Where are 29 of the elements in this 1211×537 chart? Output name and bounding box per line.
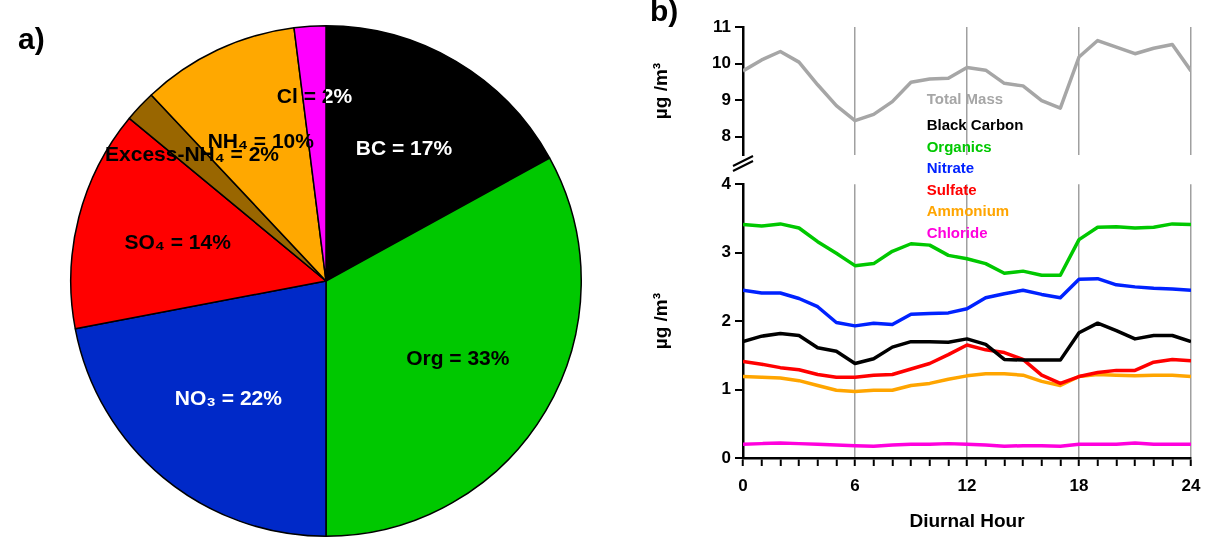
y-tick-label: 8 xyxy=(721,126,731,146)
y-axis-title: µg /m³ xyxy=(649,62,671,120)
y-tick-label: 3 xyxy=(721,242,731,262)
slice-label: SO₄ = 14% xyxy=(124,229,232,253)
x-tick-label: 6 xyxy=(850,475,860,495)
text: b) xyxy=(650,0,679,28)
slice-label: BC = 17% xyxy=(355,135,453,159)
text: Organics xyxy=(926,136,993,157)
slice-label: NO₃ = 22% xyxy=(174,385,283,409)
y-tick-label: 10 xyxy=(712,53,731,73)
y-tick-label: 1 xyxy=(721,379,731,399)
y-tick-label: 11 xyxy=(713,16,731,36)
x-tick-label: 18 xyxy=(1069,475,1089,495)
y-tick-label: 4 xyxy=(721,173,732,193)
text: a) xyxy=(18,22,45,56)
x-axis-title: Diurnal Hour xyxy=(909,509,1026,531)
y-axis-title: µg /m³ xyxy=(649,292,671,350)
text: Black Carbon xyxy=(926,115,1024,136)
text: Chloride xyxy=(926,222,989,243)
text: Sulfate xyxy=(926,179,978,200)
x-tick-label: 12 xyxy=(957,475,977,495)
y-tick-label: 9 xyxy=(721,89,731,109)
text: Ammonium xyxy=(926,201,1011,222)
y-tick-label: 2 xyxy=(721,310,731,330)
x-tick-label: 24 xyxy=(1181,475,1201,495)
slice-label: Org = 33% xyxy=(406,345,510,369)
y-tick-label: 0 xyxy=(721,447,731,467)
text: Nitrate xyxy=(926,158,976,179)
x-tick-label: 0 xyxy=(738,475,748,495)
